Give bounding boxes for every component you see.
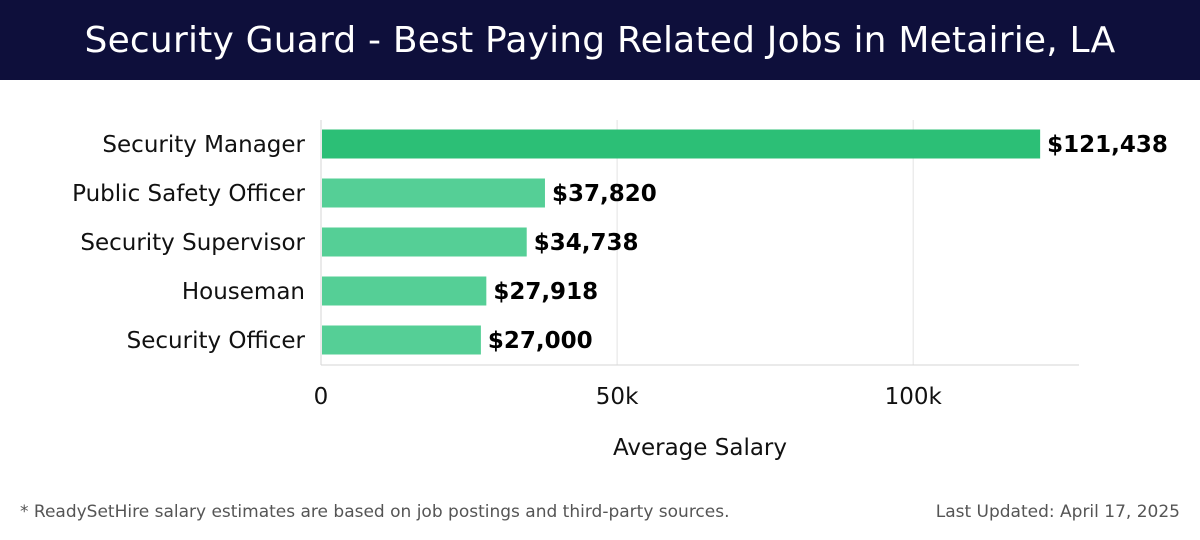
footer-note: * ReadySetHire salary estimates are base… xyxy=(20,502,730,522)
category-label: Public Safety Officer xyxy=(72,181,305,207)
last-updated: Last Updated: April 17, 2025 xyxy=(935,502,1180,522)
category-label: Security Manager xyxy=(102,132,305,158)
bar xyxy=(322,178,545,208)
value-label: $37,820 xyxy=(552,181,657,207)
x-tick-label: 100k xyxy=(885,384,943,410)
bar xyxy=(322,276,487,306)
bar xyxy=(322,325,481,355)
chart-title: Security Guard - Best Paying Related Job… xyxy=(84,19,1116,61)
chart-header: Security Guard - Best Paying Related Job… xyxy=(0,0,1200,80)
category-label: Security Officer xyxy=(127,328,306,354)
x-tick-label: 0 xyxy=(314,384,329,410)
category-label: Security Supervisor xyxy=(80,230,305,256)
value-label: $121,438 xyxy=(1047,132,1168,158)
value-label: $27,000 xyxy=(488,328,593,354)
value-label: $34,738 xyxy=(534,230,639,256)
x-axis-title: Average Salary xyxy=(613,435,787,461)
category-label: Houseman xyxy=(182,279,305,305)
bar xyxy=(322,227,527,257)
value-label: $27,918 xyxy=(493,279,598,305)
bar-chart: Security Manager $121,438 Public Safety Of… xyxy=(72,120,1168,461)
bar xyxy=(322,129,1041,159)
x-tick-label: 50k xyxy=(596,384,639,410)
